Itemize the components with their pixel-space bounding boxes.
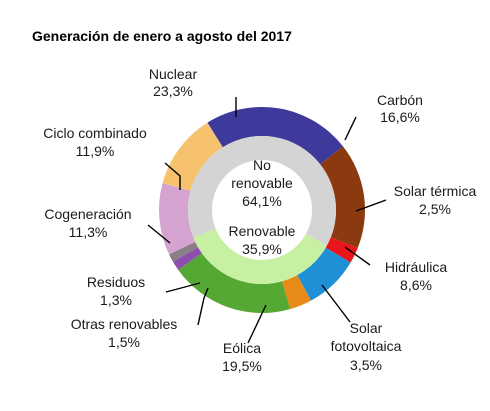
leader-carbon bbox=[344, 116, 357, 141]
leader-solar-fotovoltaica bbox=[321, 284, 351, 323]
label-otras-renovables-name: Otras renovables bbox=[71, 316, 178, 332]
label-renovable-value: 35,9% bbox=[242, 241, 282, 257]
slice-residuos bbox=[169, 241, 199, 262]
label-no-renovable-line1: No bbox=[253, 157, 271, 173]
leader-otras-renovables bbox=[197, 287, 209, 326]
label-nuclear-value: 23,3% bbox=[153, 83, 193, 99]
label-hidraulica-name: Hidráulica bbox=[385, 259, 447, 275]
inner-slice-renovable bbox=[193, 228, 327, 285]
label-carbon-name: Carbón bbox=[377, 92, 423, 108]
label-solar-termica-name: Solar térmica bbox=[394, 183, 477, 199]
slice-otras-renovables bbox=[172, 247, 202, 270]
label-no-renovable-line2: renovable bbox=[231, 175, 293, 191]
slice-cogeneracion bbox=[159, 183, 196, 255]
slice-eolica bbox=[178, 253, 291, 313]
label-solar-termica-value: 2,5% bbox=[419, 201, 451, 217]
label-otras-renovables-value: 1,5% bbox=[108, 334, 140, 350]
slice-nuclear bbox=[207, 107, 344, 165]
leader-lines bbox=[147, 97, 387, 344]
outer-ring bbox=[159, 107, 365, 313]
label-eolica-name: Eólica bbox=[223, 340, 261, 356]
label-eolica-value: 19,5% bbox=[222, 358, 262, 374]
label-no-renovable-value: 64,1% bbox=[242, 193, 282, 209]
inner-slice-no-renovable bbox=[188, 136, 336, 246]
label-ciclo-combinado-value: 11,9% bbox=[76, 143, 115, 159]
label-cogeneracion-value: 11,3% bbox=[69, 224, 108, 240]
slice-solar-fotovoltaica bbox=[282, 275, 311, 310]
inner-ring bbox=[188, 136, 336, 285]
leader-eolica bbox=[247, 304, 267, 344]
label-renovable-name: Renovable bbox=[229, 223, 296, 239]
label-cogeneracion-name: Cogeneración bbox=[44, 206, 131, 222]
label-ciclo-combinado-name: Ciclo combinado bbox=[43, 125, 147, 141]
slice-hidraulica bbox=[297, 247, 351, 301]
slice-solar-termica bbox=[325, 237, 358, 263]
chart-title: Generación de enero a agosto del 2017 bbox=[32, 28, 292, 44]
leader-solar-termica bbox=[355, 199, 387, 212]
label-residuos-value: 1,3% bbox=[100, 292, 132, 308]
label-hidraulica-value: 8,6% bbox=[400, 277, 432, 293]
label-carbon-value: 16,6% bbox=[380, 109, 420, 125]
leader-hidraulica bbox=[344, 246, 371, 266]
label-solar-fotovoltaica-name-line1: Solar bbox=[350, 320, 383, 336]
leader-ciclo-combinado bbox=[164, 162, 181, 190]
label-solar-fotovoltaica-value: 3,5% bbox=[350, 357, 382, 373]
leader-residuos bbox=[165, 282, 201, 293]
label-nuclear-name: Nuclear bbox=[149, 66, 198, 82]
leader-cogeneracion bbox=[147, 224, 171, 244]
label-residuos-name: Residuos bbox=[87, 274, 145, 290]
slice-carbon bbox=[320, 146, 365, 248]
label-solar-fotovoltaica-name-line2: fotovoltaica bbox=[331, 338, 402, 354]
